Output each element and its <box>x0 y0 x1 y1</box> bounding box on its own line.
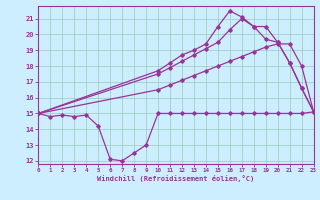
X-axis label: Windchill (Refroidissement éolien,°C): Windchill (Refroidissement éolien,°C) <box>97 175 255 182</box>
